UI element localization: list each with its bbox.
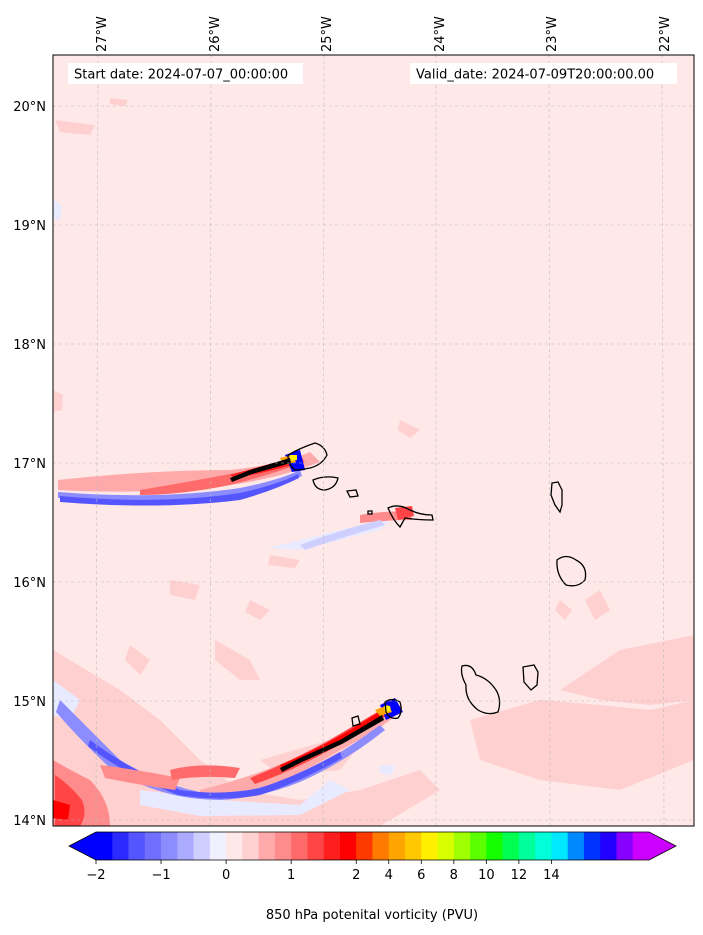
fogo-coast: [384, 698, 402, 720]
colorbar-cell: [307, 832, 325, 860]
colorbar-tick-label: 10: [478, 868, 495, 883]
colorbar-cell: [437, 832, 455, 860]
colorbar-cell: [144, 832, 162, 860]
santiago-coast: [460, 664, 501, 715]
colorbar-cell: [193, 832, 211, 860]
colorbar-cell: [502, 832, 520, 860]
colorbar-tick-label: 14: [543, 868, 560, 883]
colorbar-cell: [600, 832, 617, 860]
colorbar-cell: [453, 832, 471, 860]
lat-label-17n: 17°N: [13, 457, 46, 472]
colorbar-cell: [616, 832, 634, 860]
colorbar-tick-label: −1: [151, 868, 170, 883]
colorbar-cell: [535, 832, 552, 860]
colorbar-cell: [161, 832, 178, 860]
colorbar-cell: [388, 832, 406, 860]
branco-coast: [367, 510, 373, 515]
plot-frame: [52, 54, 695, 827]
colorbar-cell: [486, 832, 504, 860]
santo-antao-coast: [287, 442, 328, 471]
colorbar-cell: [258, 832, 276, 860]
colorbar-tick-label: 4: [385, 868, 393, 883]
boa-vista-coast: [556, 555, 587, 587]
latitude-labels: 20°N 19°N 18°N 17°N 16°N 15°N 14°N: [13, 100, 46, 829]
colorbar-extend-low: [69, 832, 96, 860]
lon-label-26w: 26°W: [208, 16, 223, 52]
santa-luzia-coast: [346, 489, 359, 498]
colorbar-cell: [242, 832, 260, 860]
colorbar-cells: [96, 832, 650, 860]
colorbar-tick-label: 6: [417, 868, 425, 883]
lat-label-14n: 14°N: [13, 814, 46, 829]
graticule: [53, 54, 694, 827]
colorbar-cell: [96, 832, 113, 860]
colorbar-cell: [356, 832, 373, 860]
maio-coast: [522, 664, 539, 691]
lat-label-19n: 19°N: [13, 219, 46, 234]
lower-pv-band: [53, 698, 403, 826]
start-date-text: Start date: 2024-07-07_00:00:00: [74, 68, 288, 83]
lat-label-20n: 20°N: [13, 100, 46, 115]
colorbar-cell: [583, 832, 601, 860]
colorbar-cell: [128, 832, 146, 860]
colorbar-cell: [551, 832, 569, 860]
valid-date-text: Valid_date: 2024-07-09T20:00:00.00: [416, 68, 654, 83]
colorbar-tick-label: 12: [511, 868, 528, 883]
colorbar-cell: [177, 832, 194, 860]
colorbar-cell: [518, 832, 536, 860]
lat-label-15n: 15°N: [13, 695, 46, 710]
colorbar-cell: [632, 832, 650, 860]
colorbar-cell: [291, 832, 308, 860]
colorbar: −2 −1 0 1 2 4 6 8 10 12 14 850 hPa potenital vorti…: [68, 831, 677, 923]
colorbar-cell: [421, 832, 438, 860]
upper-pv-band: [58, 450, 414, 550]
lon-label-25w: 25°W: [320, 16, 335, 52]
sal-coast: [550, 481, 563, 514]
colorbar-cell: [323, 832, 341, 860]
longitude-labels: 27°W 26°W 25°W 24°W 23°W 22°W: [95, 16, 673, 52]
sao-vicente-coast: [312, 476, 339, 491]
pv-contour-layer: [53, 98, 694, 826]
colorbar-extend-high: [649, 832, 676, 860]
colorbar-tick-label: 8: [450, 868, 458, 883]
colorbar-cell: [274, 832, 292, 860]
colorbar-tick-label: 1: [287, 868, 295, 883]
colorbar-cell: [470, 832, 487, 860]
colorbar-cell: [567, 832, 585, 860]
brava-coast: [351, 715, 361, 727]
sao-nicolau-coast: [387, 505, 434, 529]
lat-label-18n: 18°N: [13, 338, 46, 353]
colorbar-tick-label: −2: [86, 868, 105, 883]
coastlines: [287, 442, 587, 727]
colorbar-cell: [372, 832, 390, 860]
start-date-box: [68, 63, 303, 84]
lat-label-16n: 16°N: [13, 576, 46, 591]
lon-label-22w: 22°W: [658, 16, 673, 52]
lon-label-24w: 24°W: [433, 16, 448, 52]
colorbar-tick-label: 2: [352, 868, 360, 883]
colorbar-cell: [339, 832, 357, 860]
colorbar-cell: [226, 832, 243, 860]
colorbar-tick-label: 0: [222, 868, 230, 883]
colorbar-cell: [209, 832, 227, 860]
colorbar-label: 850 hPa potenital vorticity (PVU): [266, 908, 478, 923]
lon-label-27w: 27°W: [95, 16, 110, 52]
colorbar-cell: [112, 832, 129, 860]
valid-date-box: [410, 63, 677, 84]
colorbar-cell: [405, 832, 422, 860]
map-background: [53, 55, 694, 826]
colorbar-ticks: −2 −1 0 1 2 4 6 8 10 12 14: [86, 860, 560, 883]
lon-label-23w: 23°W: [545, 16, 560, 52]
